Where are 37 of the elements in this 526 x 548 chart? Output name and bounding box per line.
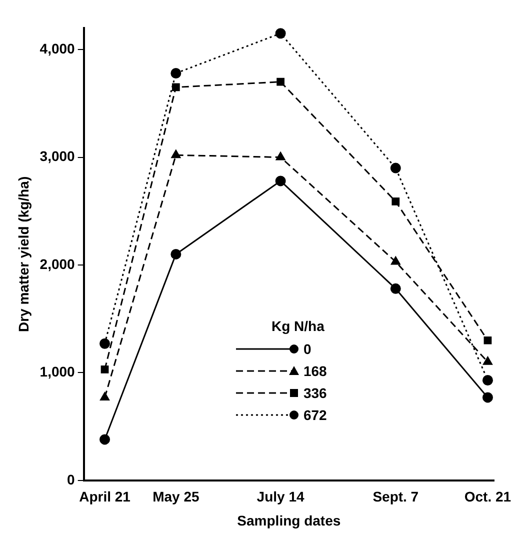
point xyxy=(275,28,286,39)
y-tick-label: 0 xyxy=(67,471,76,488)
y-tick-label: 2,000 xyxy=(40,256,76,272)
legend-label: 672 xyxy=(303,406,327,423)
legend-label: 0 xyxy=(303,340,312,357)
point xyxy=(482,392,493,403)
point xyxy=(275,176,286,186)
point xyxy=(390,256,400,265)
x-tick-label: May 25 xyxy=(152,488,200,505)
point xyxy=(276,78,284,86)
point xyxy=(100,392,110,400)
x-tick-label: Oct. 21 xyxy=(464,488,512,505)
point xyxy=(390,283,401,294)
y-tick-label: 3,000 xyxy=(40,148,76,164)
legend-title: Kg N/ha xyxy=(271,318,326,334)
x-tick-label: April 21 xyxy=(79,488,131,505)
point xyxy=(390,162,401,174)
y-tick-label: 4,000 xyxy=(40,40,76,56)
point xyxy=(100,366,109,374)
point xyxy=(482,374,493,386)
point xyxy=(276,152,286,160)
point xyxy=(170,248,182,260)
point xyxy=(172,83,180,92)
point xyxy=(171,150,181,158)
point xyxy=(100,338,110,349)
y-axis-title: Dry matter yield (kg/ha) xyxy=(15,176,32,332)
point xyxy=(484,336,492,344)
y-tick-label: 1,000 xyxy=(40,364,76,380)
x-tick-label: Sept. 7 xyxy=(372,488,419,505)
legend-label: 168 xyxy=(303,362,327,379)
x-tick-label: July 14 xyxy=(256,488,304,505)
point xyxy=(483,356,492,365)
point xyxy=(392,197,400,206)
point xyxy=(170,68,182,78)
legend-label: 336 xyxy=(303,384,327,401)
x-axis-title: Sampling dates xyxy=(237,512,341,528)
point xyxy=(100,434,110,445)
